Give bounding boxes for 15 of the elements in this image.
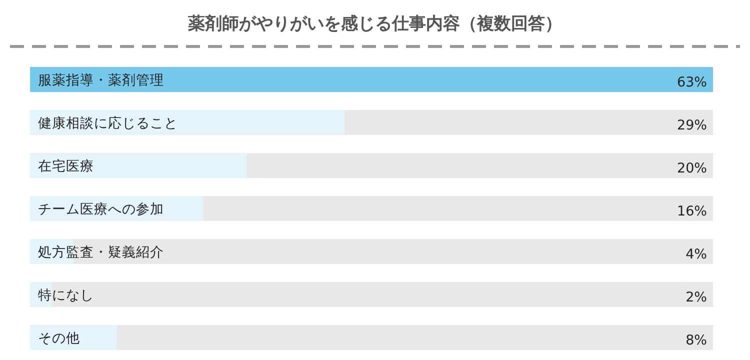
chart-title: 薬剤師がやりがいを感じる仕事内容（複数回答） xyxy=(187,14,562,34)
y-tick-label: チーム医療への参加 xyxy=(38,202,164,218)
data-label: 8% xyxy=(686,332,708,348)
y-tick-label: 処方監査・疑義紹介 xyxy=(38,244,164,260)
data-label: 20% xyxy=(676,160,708,176)
data-label: 2% xyxy=(686,290,708,306)
y-tick-label: 在宅医療 xyxy=(38,158,94,174)
data-label: 29% xyxy=(676,118,708,134)
data-label: 4% xyxy=(686,246,708,262)
data-label: 16% xyxy=(676,204,708,220)
y-tick-label: 服薬指導・薬剤管理 xyxy=(38,72,164,88)
y-tick-label: その他 xyxy=(38,330,80,346)
data-label: 63% xyxy=(676,74,708,90)
y-tick-label: 特になし xyxy=(38,288,94,304)
y-tick-label: 健康相談に応じること xyxy=(38,116,178,132)
